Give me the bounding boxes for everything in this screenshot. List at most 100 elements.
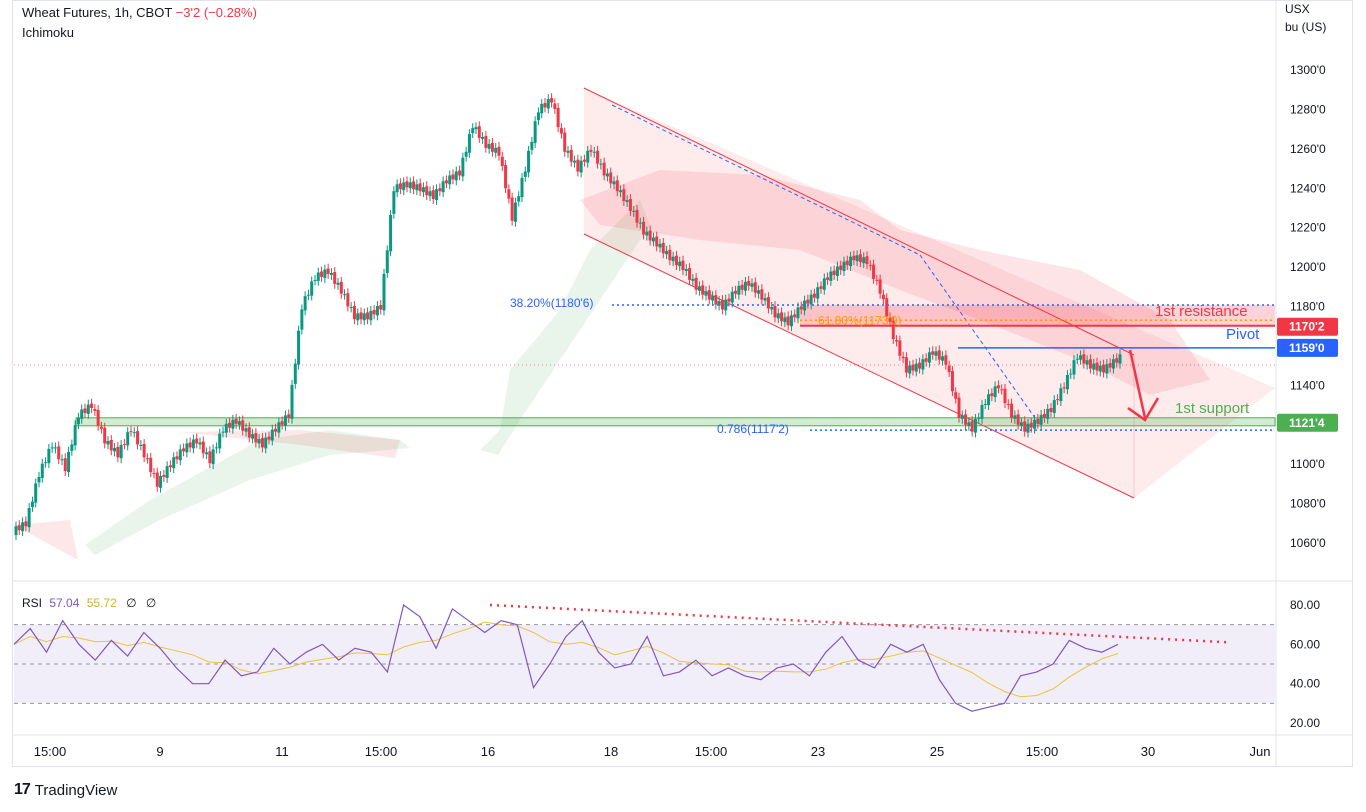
- candle-body: [839, 265, 843, 271]
- candle-body: [303, 296, 307, 311]
- rsi-label[interactable]: RSI: [22, 596, 43, 610]
- candle-body: [766, 297, 770, 309]
- candle-body: [379, 305, 383, 310]
- candle-body: [497, 146, 501, 156]
- candle-body: [366, 312, 370, 320]
- candle-body: [86, 404, 90, 414]
- candle-body: [500, 156, 504, 167]
- candle-body: [431, 190, 435, 200]
- candle-body: [904, 357, 908, 373]
- candle-body: [260, 438, 264, 448]
- candle-body: [96, 409, 100, 426]
- candle-body: [395, 184, 399, 193]
- candle-body: [280, 421, 284, 425]
- symbol-title[interactable]: Wheat Futures, 1h, CBOT: [22, 5, 173, 20]
- candle-body: [103, 427, 107, 444]
- candle-body: [129, 431, 133, 433]
- fib-382-label: 38.20%(1180'6): [510, 296, 593, 310]
- candle-body: [389, 214, 393, 252]
- candle-body: [168, 465, 172, 468]
- candle-body: [471, 128, 475, 134]
- candle-body: [799, 306, 803, 310]
- candle-body: [165, 466, 169, 478]
- candle-body: [1016, 414, 1020, 425]
- price-unit: USX bu (US): [1285, 0, 1326, 36]
- candle-body: [326, 268, 330, 274]
- candle-body: [336, 282, 340, 285]
- rsi-legend: RSI 57.04 55.72 ∅ ∅: [22, 596, 156, 610]
- candle-body: [536, 112, 540, 121]
- candle-body: [57, 446, 61, 460]
- candle-body: [517, 196, 521, 202]
- candle-body: [559, 128, 563, 134]
- candle-body: [264, 437, 268, 449]
- candle-body: [293, 363, 297, 384]
- candle-body: [323, 269, 327, 278]
- candle-body: [743, 281, 747, 291]
- candle-body: [415, 184, 419, 191]
- candle-body: [1056, 399, 1060, 401]
- candle-body: [182, 448, 186, 452]
- candle-body: [885, 298, 889, 317]
- candle-body: [231, 419, 235, 429]
- candle-body: [425, 186, 429, 196]
- candle-body: [996, 385, 1000, 389]
- candle-body: [405, 181, 409, 188]
- candle-body: [858, 254, 862, 263]
- candle-body: [934, 351, 938, 356]
- candle-body: [60, 459, 64, 461]
- candle-body: [960, 415, 964, 419]
- candle-body: [40, 463, 44, 478]
- candle-body: [441, 181, 445, 193]
- x-tick-label: 15:00: [695, 744, 728, 759]
- candle-body: [812, 293, 816, 298]
- candle-body: [1049, 407, 1053, 412]
- candle-body: [1052, 400, 1056, 413]
- candle-body: [931, 351, 935, 355]
- candle-body: [563, 132, 567, 152]
- brand[interactable]: 17 TradingView: [14, 781, 117, 799]
- candle-body: [290, 384, 294, 419]
- candle-body: [339, 281, 343, 294]
- candle-body: [106, 441, 110, 445]
- cloud-green-1: [85, 430, 410, 555]
- candle-body: [816, 287, 820, 299]
- axes: 1300'01280'01260'01240'01220'01200'01180…: [12, 0, 1353, 767]
- candle-body: [316, 272, 320, 281]
- pivot-price-tag: 1159'0: [1289, 341, 1325, 355]
- candle-body: [283, 415, 287, 426]
- chart-legend: Wheat Futures, 1h, CBOT −3'2 (−0.28%) Ic…: [22, 4, 257, 42]
- candle-body: [947, 365, 951, 373]
- support-price-tag-bg: [1277, 413, 1338, 432]
- candle-body: [1105, 364, 1109, 374]
- candle-body: [941, 356, 945, 361]
- candle-body: [993, 386, 997, 398]
- candle-body: [707, 290, 711, 300]
- candle-body: [783, 317, 787, 323]
- candle-body: [188, 442, 192, 448]
- candle-body: [251, 434, 255, 439]
- channel-fill: [584, 88, 1275, 498]
- x-tick-label: 9: [156, 744, 163, 759]
- candle-body: [720, 300, 724, 310]
- candle-body: [228, 422, 232, 428]
- candle-body: [458, 170, 462, 176]
- candle-body: [546, 99, 550, 109]
- candle-body: [944, 355, 948, 365]
- candle-body: [398, 183, 402, 190]
- candle-body: [218, 433, 222, 449]
- candle-body: [523, 171, 527, 177]
- indicator-label[interactable]: Ichimoku: [22, 25, 75, 40]
- candle-body: [267, 436, 271, 440]
- candle-body: [369, 310, 373, 321]
- candle-body: [113, 447, 117, 452]
- candle-body: [878, 279, 882, 294]
- candle-body: [178, 449, 182, 461]
- candle-body: [927, 352, 931, 363]
- rsi-band: [14, 624, 1275, 704]
- candle-body: [385, 250, 389, 273]
- y-tick-label: 1300'0: [1290, 63, 1326, 77]
- candle-body: [490, 142, 494, 152]
- candle-body: [530, 141, 534, 150]
